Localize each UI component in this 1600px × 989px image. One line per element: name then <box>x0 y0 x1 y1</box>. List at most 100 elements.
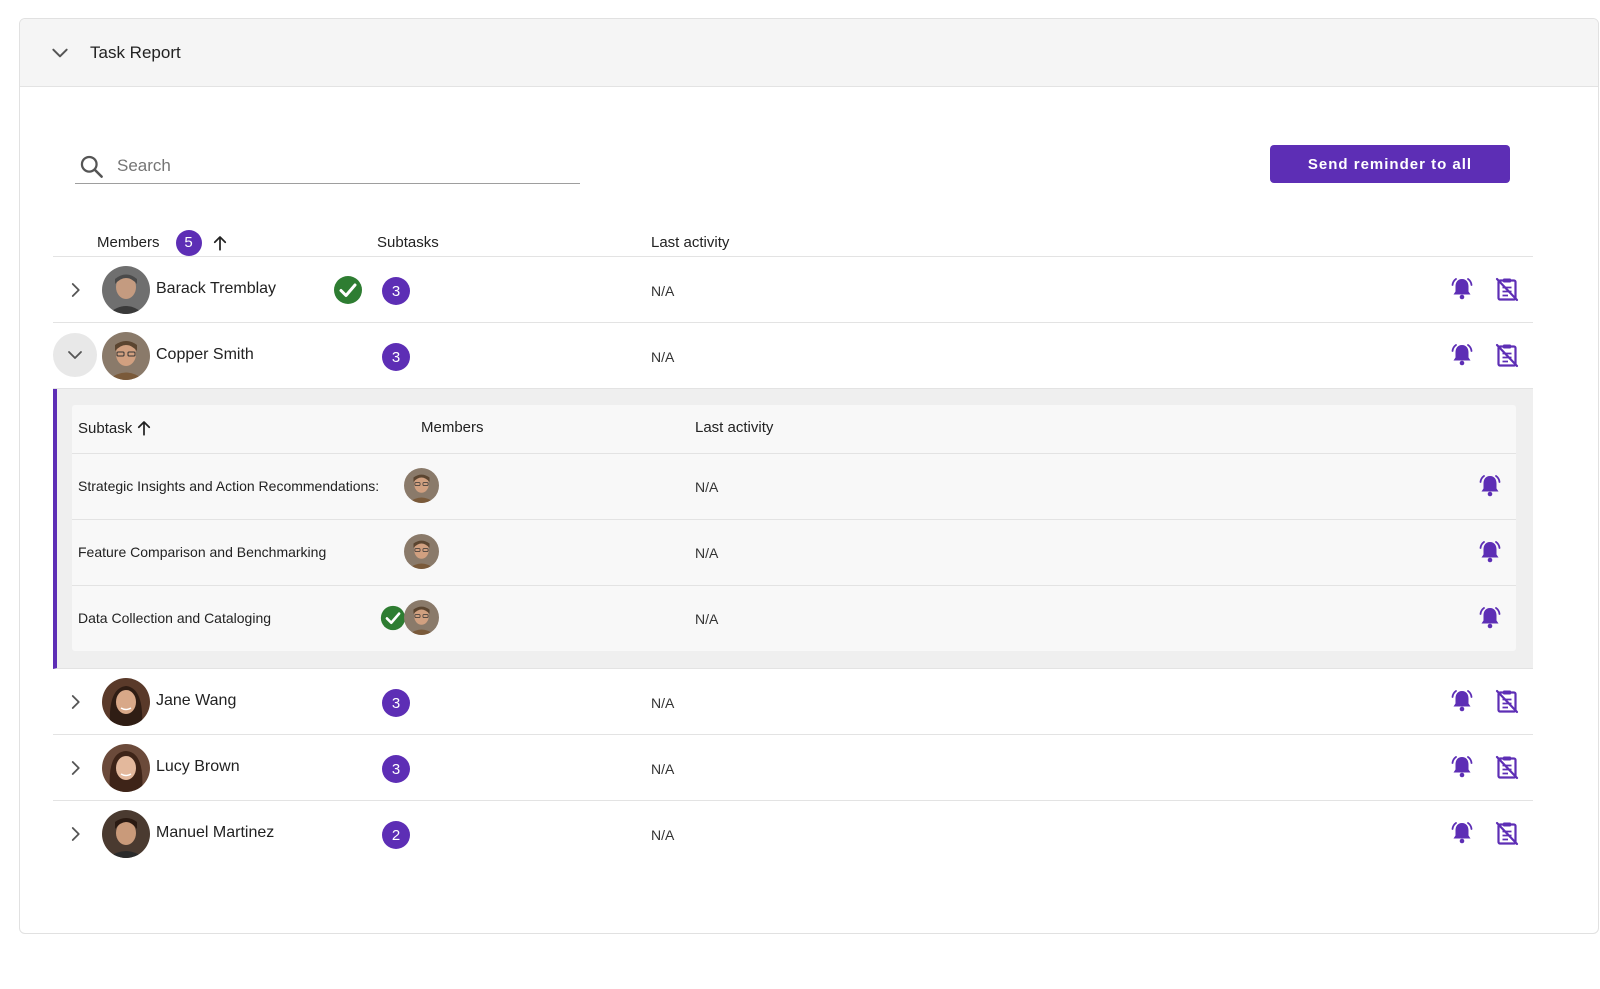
subtasks-expanded-panel: Subtask Members Last activity Strategic … <box>53 389 1533 669</box>
clipboard-off-button[interactable] <box>1494 688 1520 719</box>
avatar <box>102 332 150 380</box>
expand-row-button[interactable] <box>59 752 91 784</box>
member-name: Barack Tremblay <box>156 280 277 297</box>
chevron-down-icon <box>52 48 68 57</box>
bell-ringing-icon <box>1451 690 1473 712</box>
bell-ringing-icon <box>1451 278 1473 300</box>
send-reminder-button[interactable] <box>1449 820 1475 851</box>
last-activity-value: N/A <box>651 349 675 365</box>
check-circle-icon <box>380 605 406 631</box>
avatar <box>404 468 439 503</box>
subtask-members-column-header: Members <box>421 419 484 436</box>
bell-ringing-icon <box>1479 541 1501 563</box>
bell-ringing-icon <box>1451 344 1473 366</box>
clipboard-off-button[interactable] <box>1494 276 1520 307</box>
collapse-row-button[interactable] <box>53 333 97 377</box>
chevron-right-icon <box>71 827 80 841</box>
expand-row-button[interactable] <box>59 686 91 718</box>
last-activity-value: N/A <box>651 283 675 299</box>
avatar <box>102 810 150 858</box>
chevron-right-icon <box>71 695 80 709</box>
subtask-name: Strategic Insights and Action Recommenda… <box>78 478 380 494</box>
search-box <box>75 149 580 184</box>
subtask-row: Feature Comparison and Benchmarking N/A <box>72 520 1516 586</box>
send-reminder-button[interactable] <box>1477 605 1503 636</box>
subtask-count-badge: 3 <box>382 689 410 717</box>
chevron-right-icon <box>71 761 80 775</box>
clipboard-off-icon <box>1495 343 1519 368</box>
last-activity-value: N/A <box>651 761 675 777</box>
clipboard-off-button[interactable] <box>1494 820 1520 851</box>
panel-title: Task Report <box>90 42 181 62</box>
members-header-label: Members <box>97 234 160 251</box>
bell-ringing-icon <box>1479 475 1501 497</box>
sort-ascending-icon[interactable] <box>135 419 153 437</box>
table-row: Lucy Brown 3 N/A <box>53 735 1533 801</box>
subtask-header-label: Subtask <box>78 419 133 437</box>
avatar <box>404 600 439 635</box>
table-row: Copper Smith 3 N/A <box>53 323 1533 389</box>
subtask-last-activity: N/A <box>695 611 719 627</box>
last-activity-value: N/A <box>651 827 675 843</box>
members-column-header[interactable]: Members 5 <box>97 229 229 256</box>
member-name: Lucy Brown <box>156 758 240 775</box>
send-reminder-button[interactable] <box>1477 539 1503 570</box>
subtask-count-badge: 3 <box>382 343 410 371</box>
subtasks-table-header: Subtask Members Last activity <box>72 405 1516 454</box>
expand-row-button[interactable] <box>59 818 91 850</box>
chevron-down-icon <box>68 351 82 359</box>
member-name: Jane Wang <box>156 692 237 709</box>
member-name: Manuel Martinez <box>156 824 275 841</box>
members-count-badge: 5 <box>175 229 202 256</box>
expand-row-button[interactable] <box>59 274 91 306</box>
subtask-name: Feature Comparison and Benchmarking <box>78 544 327 560</box>
bell-ringing-icon <box>1451 822 1473 844</box>
bell-ringing-icon <box>1451 756 1473 778</box>
table-row: Barack Tremblay 3 N/A <box>53 257 1533 323</box>
subtask-last-activity: N/A <box>695 479 719 495</box>
avatar <box>404 534 439 569</box>
clipboard-off-button[interactable] <box>1494 342 1520 373</box>
subtask-row: Strategic Insights and Action Recommenda… <box>72 454 1516 520</box>
subtask-count-badge: 3 <box>382 755 410 783</box>
collapse-panel-button[interactable] <box>46 39 74 67</box>
subtasks-column-header: Subtasks <box>377 234 439 251</box>
clipboard-off-icon <box>1495 277 1519 302</box>
subtask-row: Data Collection and Cataloging N/A <box>72 586 1516 651</box>
send-reminder-button[interactable] <box>1477 473 1503 504</box>
subtask-count-badge: 3 <box>382 277 410 305</box>
subtask-count-badge: 2 <box>382 821 410 849</box>
send-reminder-all-button[interactable]: Send reminder to all <box>1270 145 1510 183</box>
send-reminder-button[interactable] <box>1449 276 1475 307</box>
avatar <box>102 744 150 792</box>
subtask-name: Data Collection and Cataloging <box>78 610 272 626</box>
table-header: Members 5 Subtasks Last activity <box>53 229 1533 257</box>
send-reminder-button[interactable] <box>1449 754 1475 785</box>
avatar <box>102 266 150 314</box>
send-reminder-button[interactable] <box>1449 342 1475 373</box>
check-circle-icon <box>333 275 363 305</box>
chevron-right-icon <box>71 283 80 297</box>
avatar <box>102 678 150 726</box>
sort-ascending-icon[interactable] <box>211 234 229 252</box>
clipboard-off-icon <box>1495 821 1519 846</box>
subtask-last-activity-column-header: Last activity <box>695 419 774 436</box>
subtask-column-header[interactable]: Subtask <box>78 419 153 437</box>
subtasks-table: Subtask Members Last activity Strategic … <box>72 405 1516 651</box>
task-report-panel: Task Report Send reminder to all Members… <box>19 18 1599 934</box>
clipboard-off-icon <box>1495 755 1519 780</box>
last-activity-value: N/A <box>651 695 675 711</box>
search-input[interactable] <box>115 155 559 177</box>
member-name: Copper Smith <box>156 346 254 363</box>
table-row: Manuel Martinez 2 N/A <box>53 801 1533 866</box>
table-row: Jane Wang 3 N/A <box>53 669 1533 735</box>
panel-header: Task Report <box>20 19 1598 87</box>
subtask-last-activity: N/A <box>695 545 719 561</box>
bell-ringing-icon <box>1479 607 1501 629</box>
clipboard-off-button[interactable] <box>1494 754 1520 785</box>
search-icon <box>80 155 103 178</box>
clipboard-off-icon <box>1495 689 1519 714</box>
send-reminder-button[interactable] <box>1449 688 1475 719</box>
last-activity-column-header: Last activity <box>651 234 730 251</box>
members-table: Members 5 Subtasks Last activity Barack … <box>53 229 1533 866</box>
